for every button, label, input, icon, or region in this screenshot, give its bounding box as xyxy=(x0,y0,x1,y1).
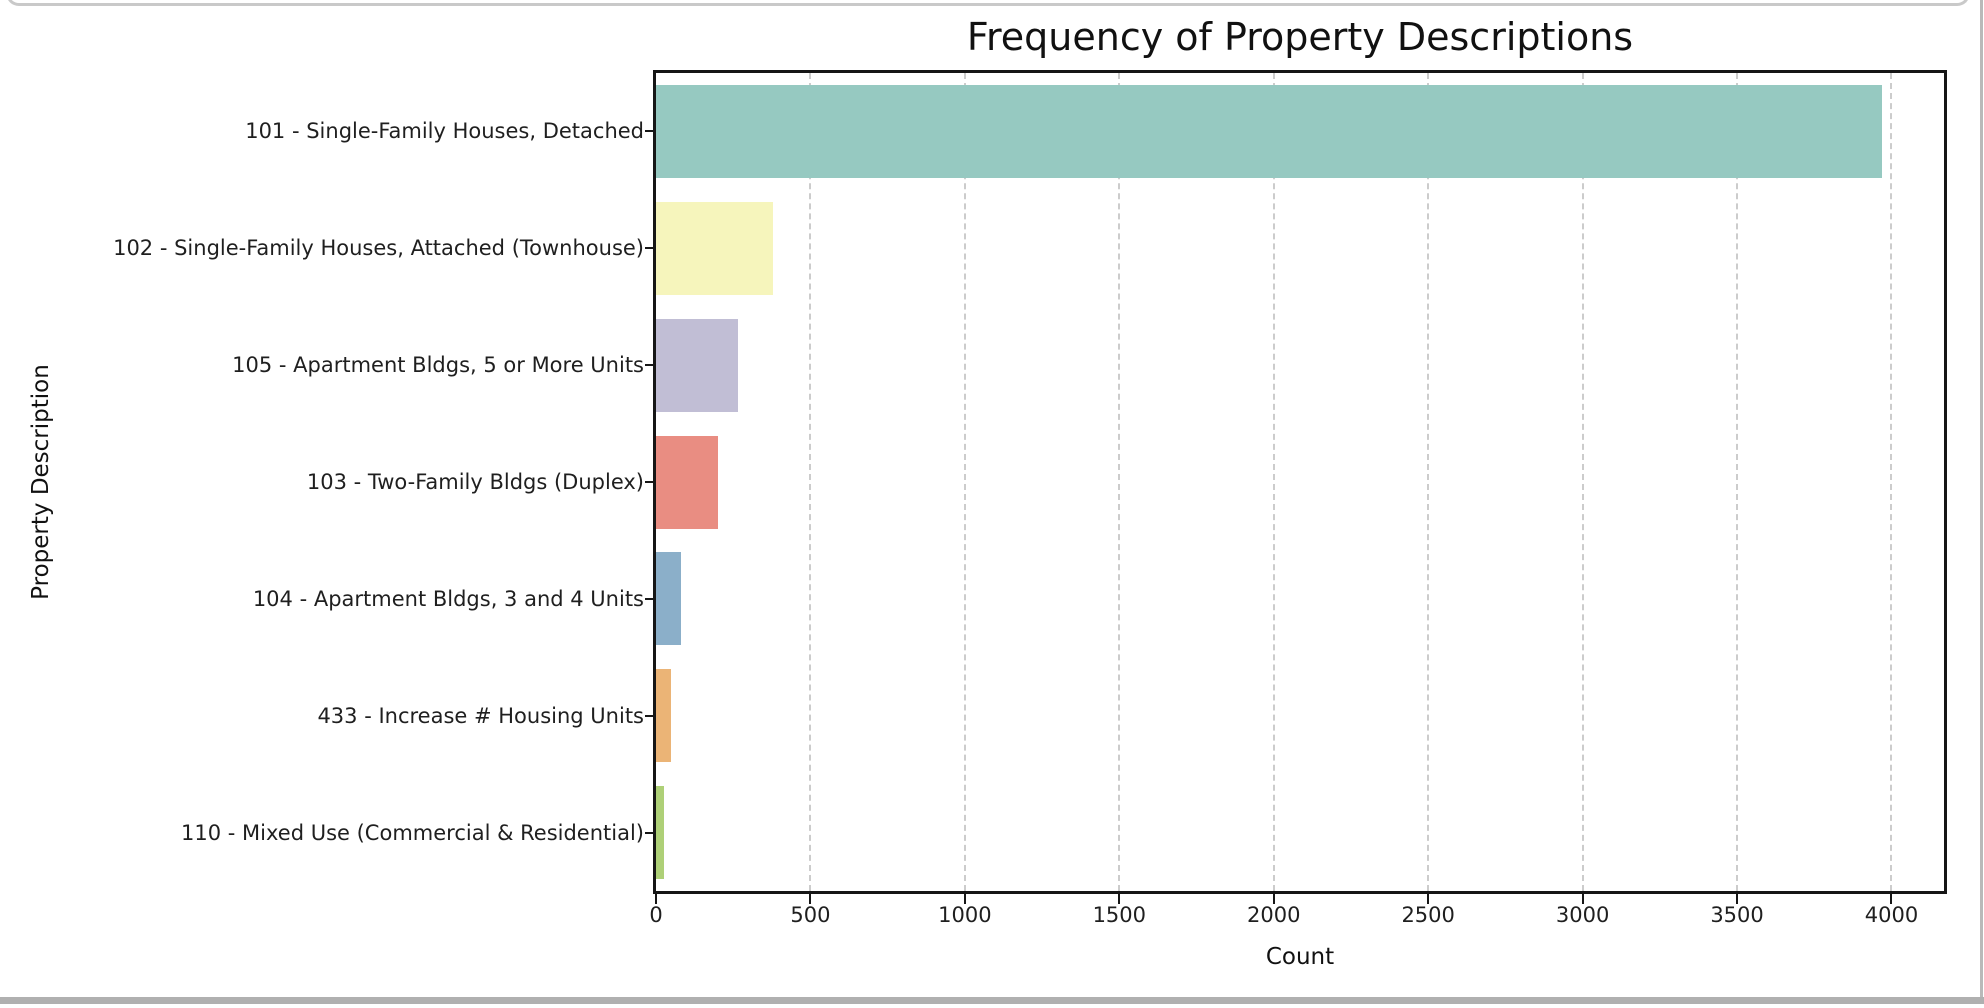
card-above-bottom-edge xyxy=(6,0,1970,6)
y-tick-mark xyxy=(645,481,656,483)
bottom-divider xyxy=(0,997,1984,1004)
x-tick-label: 3500 xyxy=(1710,903,1764,927)
x-tick-mark xyxy=(1272,894,1275,904)
y-tick-mark xyxy=(645,831,656,834)
x-axis-label: Count xyxy=(1265,944,1335,970)
y-tick-mark xyxy=(645,247,656,250)
plot-area xyxy=(653,70,1947,894)
gridline-x-1500 xyxy=(1118,73,1121,891)
x-tick-mark xyxy=(655,894,657,904)
y-tick-mark xyxy=(645,364,656,367)
y-tick-label: 104 - Apartment Bldgs, 3 and 4 Units xyxy=(252,586,644,611)
x-tick-label: 1000 xyxy=(938,903,992,927)
bar-5 xyxy=(656,552,681,646)
x-tick-mark xyxy=(1427,894,1430,904)
y-tick-label: 110 - Mixed Use (Commercial & Residentia… xyxy=(181,820,644,845)
bar-3 xyxy=(656,318,738,412)
x-tick-mark xyxy=(1890,894,1893,904)
gridline-x-2000 xyxy=(1272,73,1275,891)
bar-1 xyxy=(656,84,1883,178)
x-tick-label: 2000 xyxy=(1247,903,1301,927)
bar-4 xyxy=(656,435,718,529)
y-tick-label: 105 - Apartment Bldgs, 5 or More Units xyxy=(232,353,644,378)
x-tick-label: 1500 xyxy=(1092,903,1147,927)
chart-title: Frequency of Property Descriptions xyxy=(966,15,1634,59)
x-tick-label: 500 xyxy=(790,903,831,927)
window-right-edge xyxy=(1980,0,1983,997)
gridline-x-1000 xyxy=(963,73,966,891)
x-tick-mark xyxy=(963,894,966,904)
bar-6 xyxy=(656,669,672,763)
x-tick-mark xyxy=(809,894,812,904)
y-tick-label: 103 - Two-Family Bldgs (Duplex) xyxy=(306,470,644,494)
gridline-x-3000 xyxy=(1581,73,1584,891)
y-tick-label: 433 - Increase # Housing Units xyxy=(317,703,644,728)
gridline-x-4000 xyxy=(1890,73,1893,891)
x-tick-mark xyxy=(1118,894,1121,904)
gridline-x-3500 xyxy=(1736,73,1739,891)
y-tick-label: 102 - Single-Family Houses, Attached (To… xyxy=(113,236,644,261)
x-tick-label: 4000 xyxy=(1864,903,1919,927)
x-tick-mark xyxy=(1581,894,1584,904)
x-tick-label: 3000 xyxy=(1555,903,1610,927)
gridline-x-500 xyxy=(809,73,812,891)
bar-2 xyxy=(656,201,774,295)
x-tick-label: 0 xyxy=(649,903,663,927)
gridline-x-2500 xyxy=(1427,73,1430,891)
x-tick-mark xyxy=(1736,894,1739,904)
y-axis-label: Property Description xyxy=(28,364,54,600)
y-tick-label: 101 - Single-Family Houses, Detached xyxy=(245,119,644,144)
x-tick-label: 2500 xyxy=(1401,903,1455,927)
y-tick-mark xyxy=(645,130,656,133)
y-tick-mark xyxy=(645,597,656,600)
y-tick-mark xyxy=(645,714,656,717)
bar-7 xyxy=(656,786,664,880)
